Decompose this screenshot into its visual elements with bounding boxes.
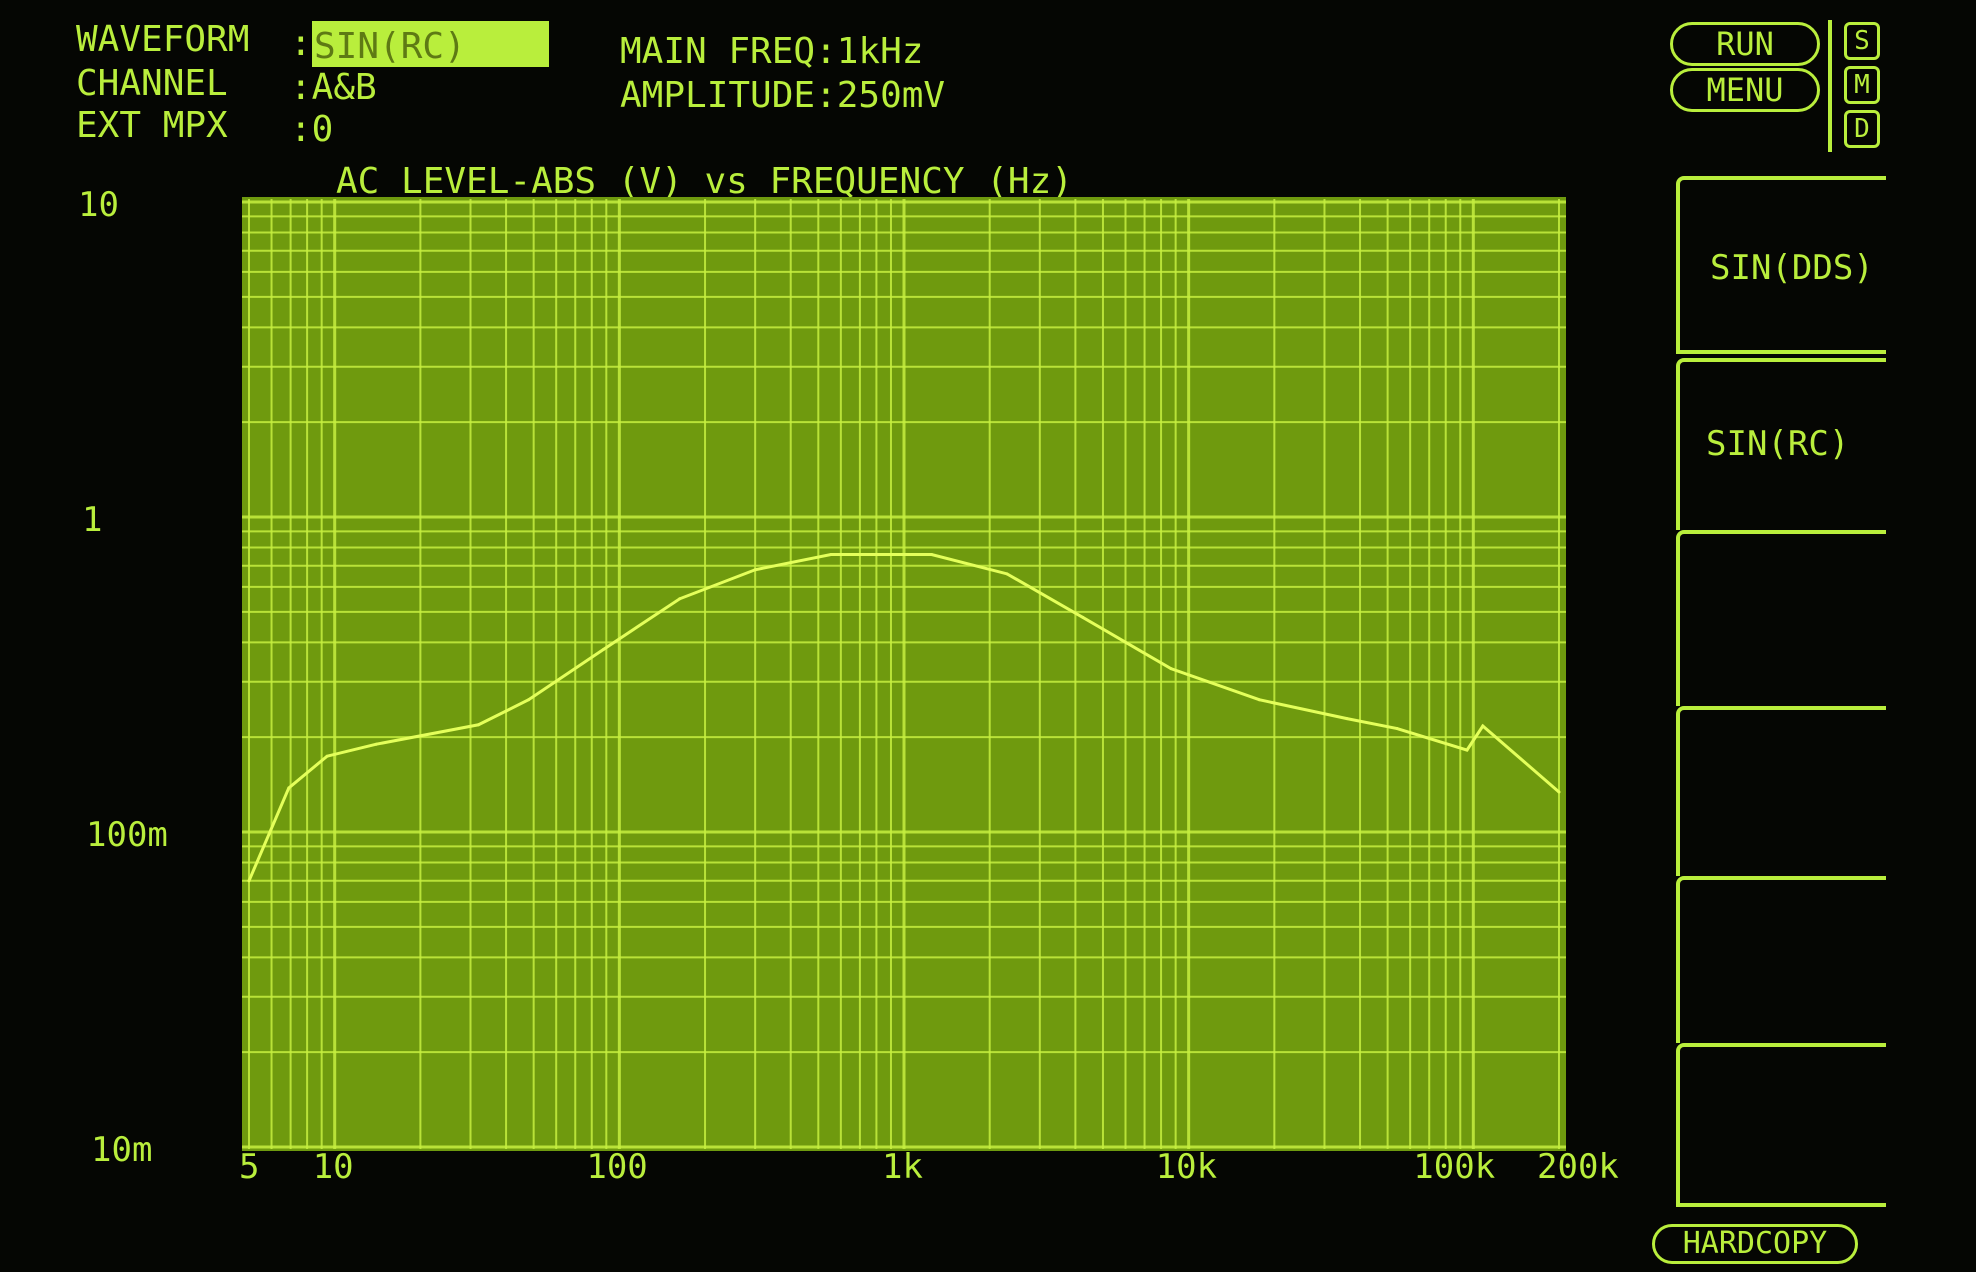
softkey-2-label: SIN(RC) <box>1706 424 1850 464</box>
mode-key-m[interactable]: M <box>1844 66 1880 104</box>
data-point <box>1005 572 1009 576</box>
y-tick-label: 1 <box>82 500 103 540</box>
x-tick-label: 10k <box>1155 1147 1218 1187</box>
channel-label: CHANNEL <box>76 63 228 104</box>
softkey-1[interactable]: SIN(DDS) <box>1676 176 1886 354</box>
x-tick-label: 5 <box>239 1147 260 1187</box>
chart-title: AC LEVEL-ABS (V) vs FREQUENCY (Hz) <box>336 161 1073 202</box>
data-point <box>1169 667 1173 671</box>
data-point <box>325 754 329 758</box>
data-point <box>1395 727 1399 731</box>
softkey-5[interactable] <box>1676 876 1886 1043</box>
data-point <box>476 723 480 727</box>
y-tick-label: 100m <box>86 815 168 855</box>
data-point <box>1345 717 1349 721</box>
y-tick-label: 10m <box>91 1130 153 1170</box>
data-point <box>247 879 251 883</box>
data-point <box>930 553 934 557</box>
menu-button[interactable]: MENU <box>1670 68 1820 112</box>
data-point <box>1257 698 1261 702</box>
ext-mpx-value: :0 <box>290 109 334 150</box>
data-point <box>1081 615 1085 619</box>
x-tick-label: 200k <box>1537 1147 1619 1187</box>
data-point <box>1481 724 1485 728</box>
data-point <box>753 568 757 572</box>
waveform-sep: : <box>290 23 312 64</box>
y-tick-label: 10 <box>78 185 119 225</box>
x-tick-label: 1k <box>882 1147 923 1187</box>
x-tick-label: 100k <box>1413 1147 1496 1187</box>
mode-key-s[interactable]: S <box>1844 22 1880 60</box>
hardcopy-button[interactable]: HARDCOPY <box>1652 1224 1858 1264</box>
softkey-1-label: SIN(DDS) <box>1710 248 1874 288</box>
data-point <box>527 698 531 702</box>
data-point <box>829 553 833 557</box>
softkey-3[interactable] <box>1676 530 1886 706</box>
ext-mpx-label: EXT MPX <box>76 105 228 146</box>
data-point <box>287 786 291 790</box>
amplitude: AMPLITUDE:250mV <box>620 75 946 116</box>
channel-value: :A&B <box>290 67 377 108</box>
softkey-4[interactable] <box>1676 706 1886 876</box>
x-tick-label: 10 <box>312 1147 354 1187</box>
data-point <box>1557 790 1561 794</box>
waveform-label: WAVEFORM <box>76 19 250 60</box>
hardcopy-label: HARDCOPY <box>1682 1226 1828 1261</box>
main-freq: MAIN FREQ:1kHz <box>620 31 924 72</box>
data-point <box>602 647 606 651</box>
data-series-line <box>247 553 1560 882</box>
x-tick-label: 100 <box>586 1147 648 1187</box>
data-point <box>374 742 378 746</box>
data-point <box>1465 748 1469 752</box>
data-point <box>678 597 682 601</box>
softkey-2[interactable]: SIN(RC) <box>1676 358 1886 530</box>
run-button[interactable]: RUN <box>1670 22 1820 66</box>
run-label: RUN <box>1716 25 1774 63</box>
mode-key-d[interactable]: D <box>1844 110 1880 148</box>
divider <box>1828 20 1832 152</box>
softkey-6[interactable] <box>1676 1043 1886 1207</box>
waveform-value: SIN(RC) <box>314 26 466 67</box>
menu-label: MENU <box>1706 71 1784 109</box>
waveform-value-field[interactable]: SIN(RC) <box>312 21 549 67</box>
